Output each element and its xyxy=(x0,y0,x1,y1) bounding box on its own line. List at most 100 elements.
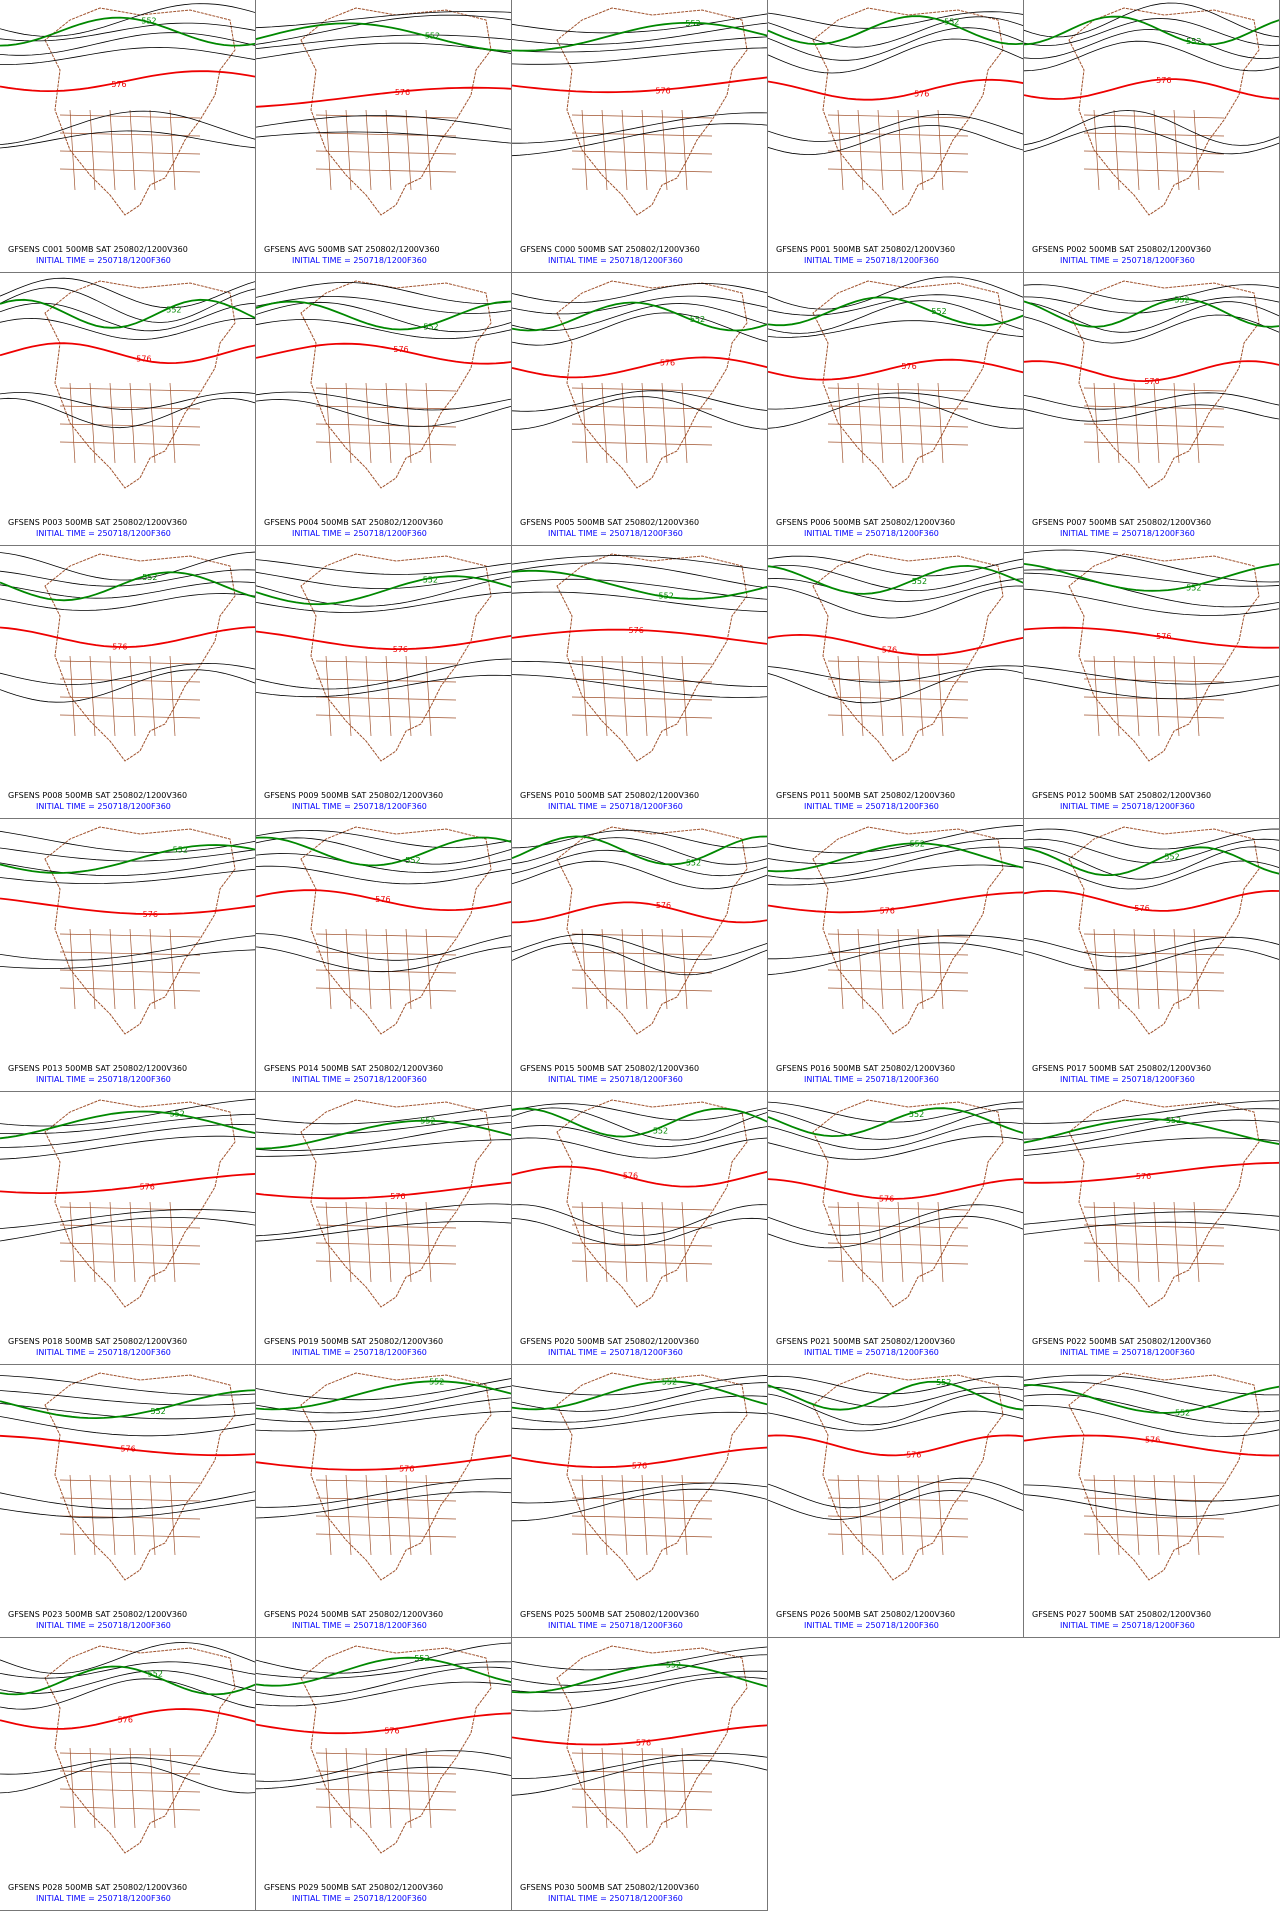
map-panel: 576 552 GFSENS P011 500MB SAT 250802/1200V… xyxy=(768,546,1024,819)
state-border xyxy=(827,423,969,428)
state-border xyxy=(345,1201,352,1283)
state-border xyxy=(315,1533,457,1538)
contour xyxy=(0,868,255,884)
init-line: INITIAL TIME = 250718/1200F360 xyxy=(1060,1075,1195,1084)
state-border xyxy=(325,928,332,1010)
state-border xyxy=(827,150,969,155)
contour xyxy=(256,1397,511,1423)
contour-576 xyxy=(768,1434,1023,1457)
state-border xyxy=(89,1201,96,1283)
contour xyxy=(768,392,1023,410)
contour-576 xyxy=(512,628,767,645)
map: 576 552 GFSENS P030 500MB SAT 250802/1200V… xyxy=(512,1645,767,1903)
contour xyxy=(1024,549,1279,583)
state-border xyxy=(571,132,713,137)
state-border xyxy=(69,109,76,191)
contour xyxy=(0,1757,255,1775)
map: 576 552 GFSENS P028 500MB SAT 250802/1200V… xyxy=(0,1642,255,1903)
contour-552 xyxy=(1024,563,1279,592)
state-border xyxy=(601,1747,608,1829)
state-border xyxy=(1153,655,1160,737)
state-border xyxy=(917,1201,924,1283)
contour xyxy=(0,662,255,686)
contour-552 xyxy=(256,22,511,53)
model-line: GFSENS P019 500MB SAT 250802/1200V360 xyxy=(264,1337,443,1346)
state-border xyxy=(315,951,457,956)
contour-label: 576 xyxy=(629,626,644,635)
state-border xyxy=(69,1747,76,1829)
contour-label: 576 xyxy=(1134,904,1149,913)
contour xyxy=(1024,1221,1279,1235)
map: 576 552 GFSENS P026 500MB SAT 250802/1200V… xyxy=(768,1372,1023,1630)
contour-label: 552 xyxy=(425,31,440,40)
contour-label: 552 xyxy=(142,573,157,582)
init-line: INITIAL TIME = 250718/1200F360 xyxy=(1060,256,1195,265)
state-border xyxy=(681,1474,688,1556)
map: 576 552 GFSENS P011 500MB SAT 250802/1200V… xyxy=(768,553,1023,811)
contour-label: 552 xyxy=(1186,583,1201,592)
state-border xyxy=(681,1747,688,1829)
contour-label: 552 xyxy=(170,1109,185,1118)
state-border xyxy=(1083,1206,1225,1211)
contour-label: 576 xyxy=(914,89,929,98)
contour-label: 552 xyxy=(150,1407,165,1416)
state-border xyxy=(89,928,96,1010)
state-border xyxy=(129,382,136,464)
contour xyxy=(512,1375,767,1396)
map: 576 552 GFSENS P014 500MB SAT 250802/1200V… xyxy=(256,826,511,1084)
state-border xyxy=(69,655,76,737)
state-border xyxy=(1113,109,1120,191)
state-border xyxy=(1083,1260,1225,1265)
state-border xyxy=(897,1474,904,1556)
state-border xyxy=(571,714,713,719)
contour-552 xyxy=(0,844,255,874)
contour-label: 576 xyxy=(390,1192,405,1201)
state-border xyxy=(59,114,201,119)
contour xyxy=(768,838,1023,864)
contour xyxy=(768,565,1023,592)
contour xyxy=(256,1478,511,1508)
state-border xyxy=(129,109,136,191)
state-border xyxy=(315,678,457,683)
map: 576 552 GFSENS P012 500MB SAT 250802/1200V… xyxy=(1024,549,1279,811)
contour-552 xyxy=(0,1110,255,1140)
init-line: INITIAL TIME = 250718/1200F360 xyxy=(36,1621,171,1630)
state-border xyxy=(621,109,628,191)
state-border xyxy=(169,1474,176,1556)
state-border xyxy=(385,655,392,737)
contour-552 xyxy=(768,564,1023,595)
state-border xyxy=(641,655,648,737)
map-panel: 576 552 GFSENS C000 500MB SAT 250802/1200V… xyxy=(512,0,768,273)
contour xyxy=(0,1217,255,1242)
contour-552 xyxy=(256,300,511,331)
contour xyxy=(0,1499,255,1519)
state-border xyxy=(405,655,412,737)
contour xyxy=(1024,296,1279,314)
state-border xyxy=(1083,423,1225,428)
state-border xyxy=(877,655,884,737)
state-border xyxy=(59,1515,201,1520)
state-border xyxy=(571,1533,713,1538)
coastline xyxy=(1068,280,1260,489)
model-line: GFSENS C001 500MB SAT 250802/1200V360 xyxy=(8,245,188,254)
contour xyxy=(512,1125,767,1147)
contour xyxy=(0,569,255,587)
contour xyxy=(0,1661,255,1679)
map: 576 552 GFSENS P029 500MB SAT 250802/1200V… xyxy=(256,1642,511,1903)
state-border xyxy=(365,382,372,464)
contour xyxy=(1024,677,1279,699)
state-border xyxy=(681,928,688,1010)
contour-label: 552 xyxy=(909,1110,924,1119)
state-border xyxy=(621,655,628,737)
state-border xyxy=(1193,109,1200,191)
map-panel: 576 552 GFSENS P012 500MB SAT 250802/1200V… xyxy=(1024,546,1280,819)
state-border xyxy=(917,109,924,191)
contour-576 xyxy=(256,86,511,108)
init-line: INITIAL TIME = 250718/1200F360 xyxy=(548,802,683,811)
contour xyxy=(1024,301,1279,333)
map-panel: 576 552 GFSENS P016 500MB SAT 250802/1200V… xyxy=(768,819,1024,1092)
state-border xyxy=(59,1770,201,1775)
state-border xyxy=(661,928,668,1010)
map: 576 552 GFSENS P021 500MB SAT 250802/1200V… xyxy=(768,1099,1023,1357)
contour xyxy=(768,864,1023,886)
